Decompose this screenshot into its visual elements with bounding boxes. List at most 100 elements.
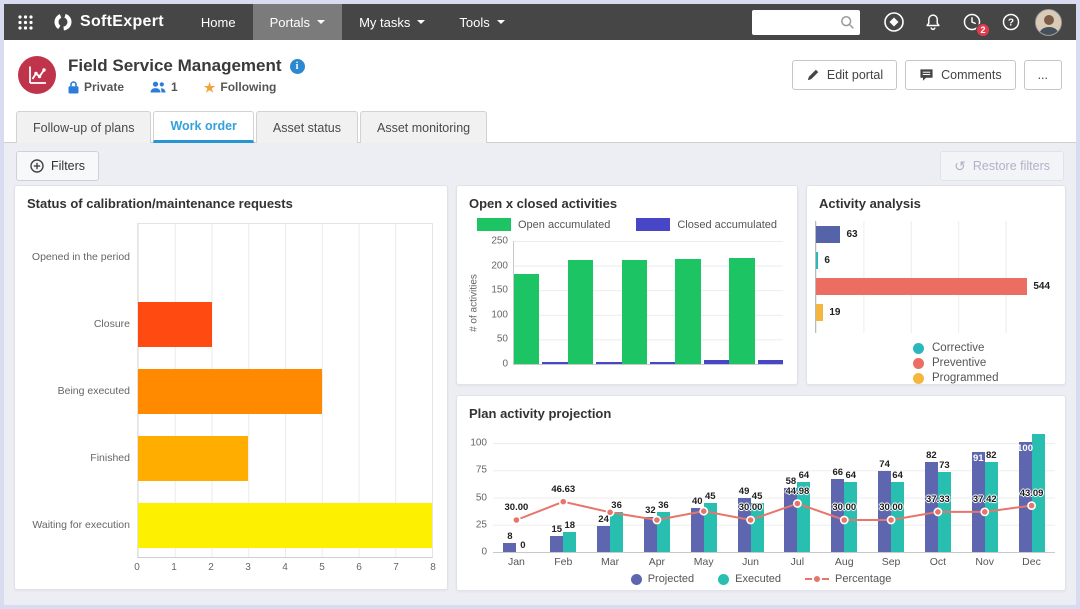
comment-icon: [920, 69, 933, 81]
pending-tasks-clock-icon[interactable]: 2: [957, 7, 990, 37]
y-tick-label: 100: [491, 309, 508, 321]
x-tick-label: 0: [134, 562, 140, 573]
bar[interactable]: [690, 508, 704, 552]
bar[interactable]: [729, 258, 755, 364]
circled-diamond-icon[interactable]: [879, 7, 909, 37]
bar-value-label: 8: [507, 531, 513, 543]
clock-glyph: [963, 13, 981, 31]
bar[interactable]: [750, 502, 764, 552]
bar[interactable]: [737, 498, 751, 552]
more-options-button[interactable]: ...: [1023, 60, 1062, 90]
bar[interactable]: [831, 479, 845, 552]
percentage-label: 37.33: [926, 493, 950, 505]
bar[interactable]: [138, 302, 212, 347]
c3-legend: Corrective Preventive Programmed: [913, 342, 1065, 384]
bar[interactable]: [563, 532, 577, 552]
bar[interactable]: [567, 259, 594, 364]
nav-item-my-tasks[interactable]: My tasks: [342, 4, 442, 40]
search-box[interactable]: [752, 9, 860, 35]
nav-item-portals[interactable]: Portals: [252, 4, 343, 40]
brand-logo[interactable]: SoftExpert: [45, 4, 184, 40]
line-point[interactable]: [793, 499, 802, 508]
bar[interactable]: [878, 470, 892, 552]
line-point[interactable]: [746, 515, 755, 525]
edit-portal-button[interactable]: Edit portal: [791, 60, 898, 90]
line-point[interactable]: [839, 515, 849, 525]
help-icon[interactable]: ?: [996, 7, 1026, 37]
bar[interactable]: [984, 461, 998, 552]
line-point[interactable]: [699, 506, 709, 516]
bar[interactable]: [924, 461, 938, 552]
tab-asset-status[interactable]: Asset status: [255, 111, 358, 143]
filters-button[interactable]: Filters: [16, 151, 100, 181]
legend-item[interactable]: Closed accumulated: [636, 218, 777, 231]
bar[interactable]: [514, 274, 540, 364]
following-status[interactable]: ★ Following: [204, 80, 277, 94]
line-point[interactable]: [1027, 501, 1036, 511]
bar[interactable]: [816, 252, 819, 269]
legend-item[interactable]: Open accumulated: [476, 218, 610, 231]
bar[interactable]: [1018, 442, 1032, 552]
comments-button[interactable]: Comments: [905, 60, 1016, 90]
nav-item-tools[interactable]: Tools: [442, 4, 521, 40]
bar-group: [514, 241, 568, 364]
user-avatar[interactable]: [1035, 8, 1062, 36]
bar[interactable]: [138, 436, 249, 481]
legend-item[interactable]: Programmed: [913, 372, 1065, 384]
bar-value-label: 74: [879, 458, 890, 470]
x-tick-label: Oct: [929, 556, 947, 568]
bar[interactable]: [816, 304, 824, 321]
members-count[interactable]: 1: [150, 80, 178, 94]
tab-asset-monitoring[interactable]: Asset monitoring: [360, 111, 488, 143]
legend-label: Projected: [647, 573, 695, 585]
bar[interactable]: [621, 259, 647, 364]
legend-item[interactable]: Percentage: [805, 573, 891, 585]
tab-work-order[interactable]: Work order: [153, 111, 254, 143]
bar[interactable]: [643, 516, 657, 552]
bar[interactable]: [703, 502, 717, 552]
line-point[interactable]: [933, 507, 943, 517]
nav-item-home[interactable]: Home: [184, 4, 253, 40]
bar[interactable]: [675, 258, 701, 364]
bar[interactable]: [797, 481, 811, 552]
line-point[interactable]: [605, 507, 615, 517]
legend-item[interactable]: Preventive: [913, 357, 1065, 369]
bar[interactable]: [816, 278, 1028, 295]
bar[interactable]: [542, 361, 568, 364]
bar[interactable]: [844, 481, 858, 552]
bar[interactable]: [596, 361, 622, 364]
tab-follow-up-of-plans[interactable]: Follow-up of plans: [16, 111, 152, 143]
bar[interactable]: [703, 360, 730, 364]
line-point[interactable]: [886, 515, 896, 525]
dash: [822, 578, 830, 580]
chevron-down-icon: [317, 20, 326, 24]
bar[interactable]: [138, 503, 432, 548]
bar[interactable]: [891, 481, 905, 552]
legend-item[interactable]: Corrective: [913, 342, 1065, 354]
y-tick-label: 0: [502, 358, 508, 370]
legend-item[interactable]: Projected: [630, 573, 695, 585]
bar[interactable]: [610, 512, 624, 552]
bar[interactable]: [138, 369, 322, 414]
restore-filters-button[interactable]: ↺ Restore filters: [940, 151, 1064, 181]
bar[interactable]: [597, 525, 611, 552]
line-point[interactable]: [980, 507, 990, 517]
x-tick-label: May: [693, 556, 714, 568]
bar[interactable]: [971, 451, 985, 552]
line-point[interactable]: [558, 497, 568, 507]
search-icon[interactable]: [840, 15, 855, 30]
x-tick-label: 5: [319, 562, 325, 573]
bar[interactable]: [816, 226, 841, 243]
apps-grid-icon[interactable]: [4, 4, 45, 40]
bar-group: [675, 241, 730, 364]
info-icon[interactable]: i: [289, 58, 305, 74]
bar[interactable]: [1031, 434, 1045, 552]
bar[interactable]: [503, 543, 517, 552]
notifications-bell-icon[interactable]: [918, 7, 948, 37]
bar[interactable]: [757, 360, 783, 364]
bar[interactable]: [550, 535, 564, 552]
bar[interactable]: [649, 361, 676, 364]
legend-item[interactable]: Executed: [718, 573, 781, 585]
line-point[interactable]: [652, 515, 662, 525]
line-point[interactable]: [512, 515, 521, 525]
